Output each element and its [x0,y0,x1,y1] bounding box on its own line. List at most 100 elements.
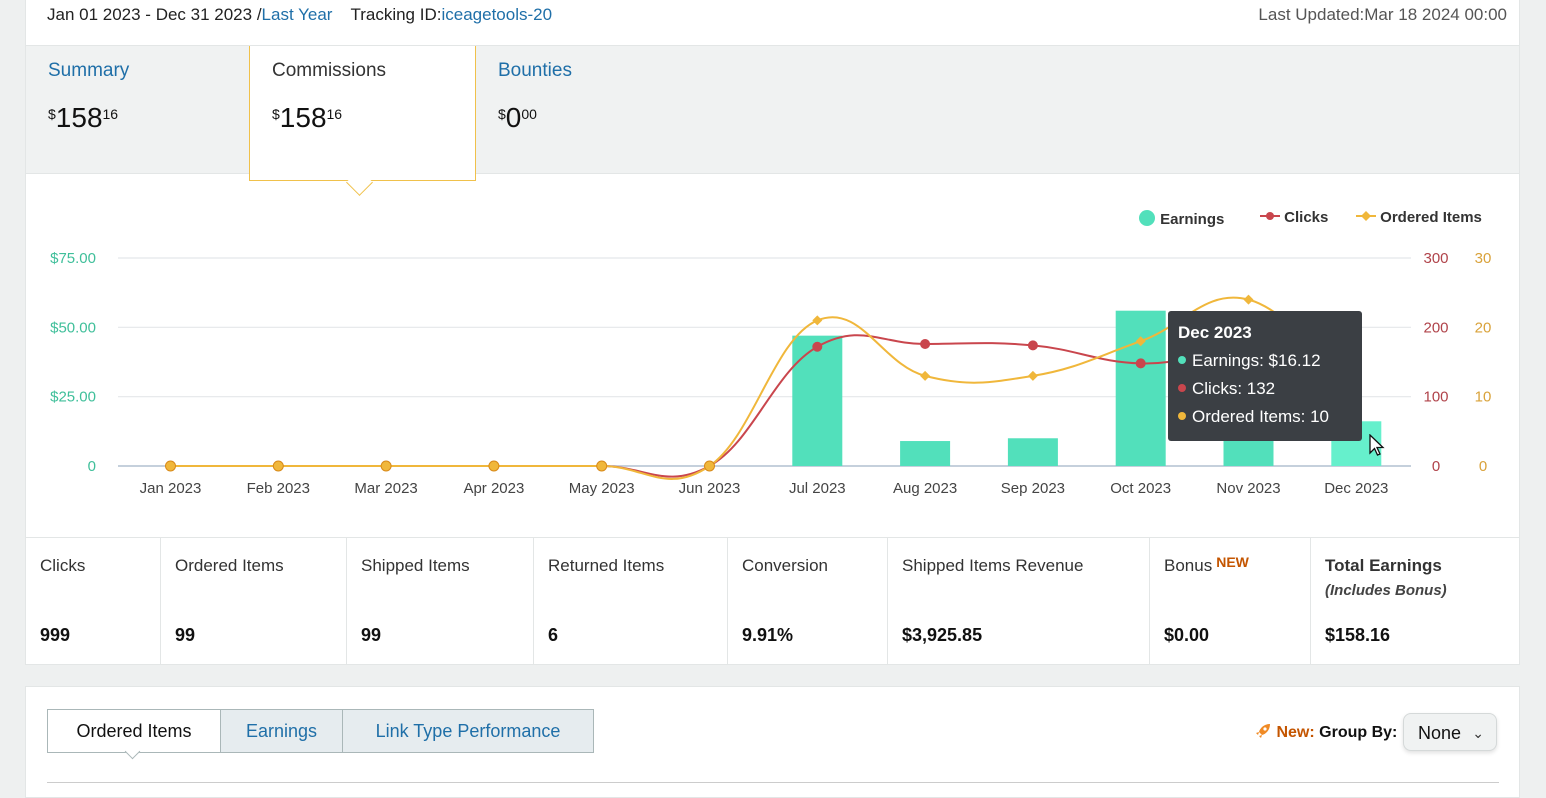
y-tick-right-ordered: 30 [1475,250,1492,267]
stat-label: Shipped Items Revenue [902,556,1084,575]
ordered-items-point [920,370,931,381]
legend-earnings[interactable]: Earnings [1138,209,1224,228]
ordered-items-legend-icon [1356,211,1376,221]
tracking-id-link[interactable]: iceagetools-20 [441,5,553,24]
y-tick-left: $25.00 [50,389,96,406]
legend-clicks-label: Clicks [1284,209,1329,226]
stat-value: 9.91% [742,625,794,645]
legend-ordered-label: Ordered Items [1380,209,1482,226]
stat-value: 999 [40,625,71,645]
summary-tabs: Summary $15816 Commissions $15816 Bounti… [26,45,1519,196]
tooltip-clicks: Clicks: 132 [1178,379,1275,399]
clicks-point [1135,358,1146,369]
date-range: Jan 01 2023 - Dec 31 2023 / [47,5,262,24]
x-tick-label: Mar 2023 [354,480,417,497]
stat-label: Clicks [40,556,86,575]
y-tick-left: $75.00 [50,250,96,267]
chart-tooltip: Dec 2023 Earnings: $16.12 Clicks: 132 Or… [1168,311,1362,441]
y-tick-left: 0 [88,458,96,475]
stat-label: Conversion [742,556,828,575]
x-tick-label: Jul 2023 [789,480,846,497]
y-tick-right-ordered: 0 [1479,458,1487,475]
tab-summary[interactable]: Summary $15816 [26,46,251,173]
ordered-items-point [1135,336,1146,347]
bounties-amount: $000 [498,102,537,133]
ordered-items-point [1243,294,1254,305]
earnings-legend-icon [1139,210,1155,226]
tab-link-type-performance[interactable]: Link Type Performance [342,709,594,753]
tab-commissions-label: Commissions [272,60,387,81]
new-badge: NEW [1216,554,1249,570]
rocket-icon [1256,724,1270,738]
stat-shipped-revenue: Shipped Items Revenue $3,925.85 [887,538,1150,665]
summary-amount: $15816 [48,102,119,133]
y-tick-right-clicks: 100 [1423,389,1448,406]
mouse-cursor-icon [1369,434,1385,456]
legend-earnings-label: Earnings [1160,211,1225,228]
ordered-items-point [812,315,823,326]
x-tick-label: Dec 2023 [1324,480,1388,497]
y-tick-right-clicks: 0 [1432,458,1440,475]
tab-earnings[interactable]: Earnings [220,709,343,753]
stat-label: Bonus NEW [1164,554,1249,575]
earnings-bar [1007,438,1058,466]
legend-clicks[interactable]: Clicks [1260,209,1328,226]
ordered-items-point [380,460,392,472]
stat-conversion: Conversion 9.91% [727,538,888,665]
stat-label: Returned Items [548,556,665,575]
date-range-link[interactable]: Last Year [261,5,333,24]
group-by-value: None [1418,723,1462,743]
ordered-items-point [165,460,176,472]
earnings-chart: 0 0 0 $25.00 100 10 $50.00 200 20 $75.00 300 30 Jan … [50,250,1492,497]
commissions-amount: $15816 [272,102,343,133]
clicks-legend-icon [1260,212,1280,220]
ordered-items-point [1027,370,1038,381]
tooltip-title: Dec 2023 [1178,323,1252,342]
earnings-bar [792,335,843,466]
y-tick-right-ordered: 10 [1475,389,1492,406]
report-card: Ordered Items Earnings Link Type Perform… [25,686,1520,798]
x-tick-label: Feb 2023 [247,480,310,497]
tab-bounties[interactable]: Bounties $000 [476,46,701,173]
x-tick-label: Sep 2023 [1001,480,1065,497]
tab-summary-label: Summary [48,60,130,81]
stat-label: Shipped Items [361,556,470,575]
x-tick-label: Apr 2023 [463,480,524,497]
tab-commissions[interactable]: Commissions $15816 [249,46,476,196]
tab-bounties-label: Bounties [498,60,572,81]
stat-label: Ordered Items [175,556,284,575]
stat-total-earnings: Total Earnings (Includes Bonus) $158.16 [1310,538,1520,665]
stat-clicks: Clicks 999 [26,538,160,665]
x-tick-label: Aug 2023 [893,480,957,497]
y-tick-right-ordered: 20 [1475,319,1492,336]
chevron-down-icon: ⌄ [1472,725,1484,741]
stat-value: $3,925.85 [902,625,983,645]
stat-sublabel: (Includes Bonus) [1325,582,1447,599]
stat-value: $158.16 [1325,625,1391,645]
stat-ordered-items: Ordered Items 99 [160,538,347,665]
stat-shipped-items: Shipped Items 99 [346,538,533,665]
x-tick-label: Nov 2023 [1216,480,1280,497]
clicks-point [812,341,823,352]
last-updated: Last Updated:Mar 18 2024 00:00 [1258,5,1507,24]
group-by-text: Group By: [1319,724,1398,741]
x-tick-label: May 2023 [569,480,635,497]
earnings-bar [900,441,951,466]
stat-value: $0.00 [1164,625,1210,645]
x-tick-label: Jan 2023 [140,480,202,497]
earnings-summary-card: Jan 01 2023 - Dec 31 2023 /Last Year Trac… [25,0,1520,665]
x-tick-label: Oct 2023 [1110,480,1171,497]
stat-value: 6 [548,625,559,645]
group-by-new: New: [1276,724,1315,741]
group-by-select[interactable]: None ⌄ [1403,713,1497,751]
ordered-items-point [272,460,284,472]
legend-ordered-items[interactable]: Ordered Items [1356,209,1482,226]
stats-row: Clicks 999 Ordered Items 99 Shipped Item… [26,537,1519,665]
stat-label: Total Earnings [1325,556,1442,575]
tracking-id-label: Tracking ID: [350,5,442,24]
ordered-items-point [704,460,715,472]
group-by-label: New: Group By: [1254,722,1397,742]
stat-bonus: Bonus NEW $0.00 [1149,538,1311,665]
stat-returned-items: Returned Items 6 [533,538,728,665]
y-tick-left: $50.00 [50,319,96,336]
